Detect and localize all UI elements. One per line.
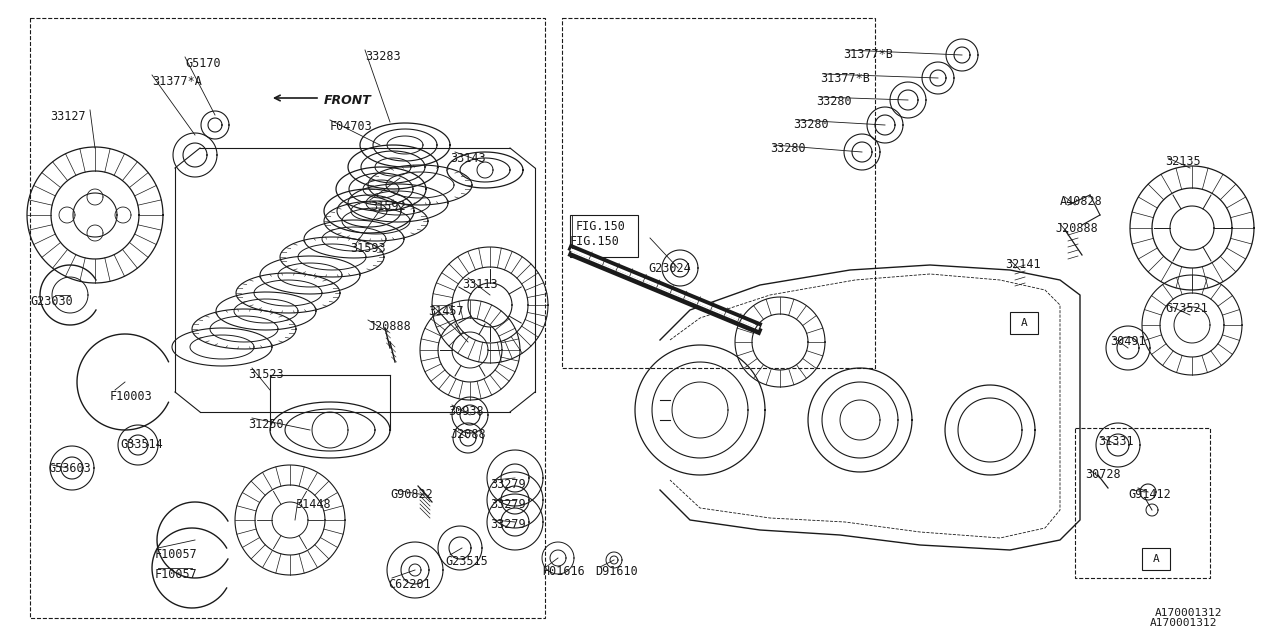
Text: H01616: H01616: [541, 565, 585, 578]
Text: G91412: G91412: [1128, 488, 1171, 501]
Text: J20888: J20888: [1055, 222, 1098, 235]
Text: 31377*A: 31377*A: [152, 75, 202, 88]
Text: 33127: 33127: [50, 110, 86, 123]
Text: G73521: G73521: [1165, 302, 1208, 315]
Text: G53603: G53603: [49, 462, 91, 475]
Text: G23030: G23030: [29, 295, 73, 308]
Text: F10057: F10057: [155, 568, 197, 581]
Text: 33280: 33280: [771, 142, 805, 155]
Text: 30491: 30491: [1110, 335, 1146, 348]
Text: FIG.150: FIG.150: [570, 235, 620, 248]
Text: 30728: 30728: [1085, 468, 1120, 481]
Text: G90822: G90822: [390, 488, 433, 501]
Text: 33279: 33279: [490, 498, 526, 511]
Text: 31448: 31448: [294, 498, 330, 511]
Text: 31457: 31457: [428, 305, 463, 318]
Text: FRONT: FRONT: [324, 93, 371, 106]
Text: 33279: 33279: [490, 518, 526, 531]
Text: 31377*B: 31377*B: [820, 72, 870, 85]
Text: 32141: 32141: [1005, 258, 1041, 271]
Text: 33280: 33280: [817, 95, 851, 108]
Text: 31331: 31331: [1098, 435, 1134, 448]
Text: A40828: A40828: [1060, 195, 1103, 208]
Text: 31592: 31592: [370, 200, 406, 213]
Text: A: A: [1020, 318, 1028, 328]
Text: A: A: [1152, 554, 1160, 564]
Text: FIG.150: FIG.150: [576, 220, 626, 233]
Text: 33113: 33113: [462, 278, 498, 291]
Text: F10003: F10003: [110, 390, 152, 403]
Bar: [1010, 312, 1038, 334]
Text: D91610: D91610: [595, 565, 637, 578]
Bar: [1075, 428, 1210, 578]
Text: A170001312: A170001312: [1155, 608, 1222, 618]
Bar: [29, 18, 545, 618]
Text: G33514: G33514: [120, 438, 163, 451]
Text: F04703: F04703: [330, 120, 372, 133]
Text: 31523: 31523: [248, 368, 284, 381]
Text: 31377*B: 31377*B: [844, 48, 893, 61]
Bar: [562, 18, 876, 368]
Text: F10057: F10057: [155, 548, 197, 561]
Text: G5170: G5170: [186, 57, 220, 70]
Text: 31593: 31593: [349, 242, 385, 255]
Text: 32135: 32135: [1165, 155, 1201, 168]
Text: C62201: C62201: [388, 578, 431, 591]
Text: A170001312: A170001312: [1149, 618, 1217, 628]
Text: 33280: 33280: [794, 118, 828, 131]
Text: G23024: G23024: [648, 262, 691, 275]
Text: 31250: 31250: [248, 418, 284, 431]
Bar: [570, 215, 637, 257]
Text: J20888: J20888: [369, 320, 411, 333]
Bar: [1142, 548, 1170, 570]
Text: 33143: 33143: [451, 152, 485, 165]
Text: J2088: J2088: [451, 428, 485, 441]
Text: 33279: 33279: [490, 478, 526, 491]
Text: G23515: G23515: [445, 555, 488, 568]
Text: 30938: 30938: [448, 405, 484, 418]
Text: 33283: 33283: [365, 50, 401, 63]
